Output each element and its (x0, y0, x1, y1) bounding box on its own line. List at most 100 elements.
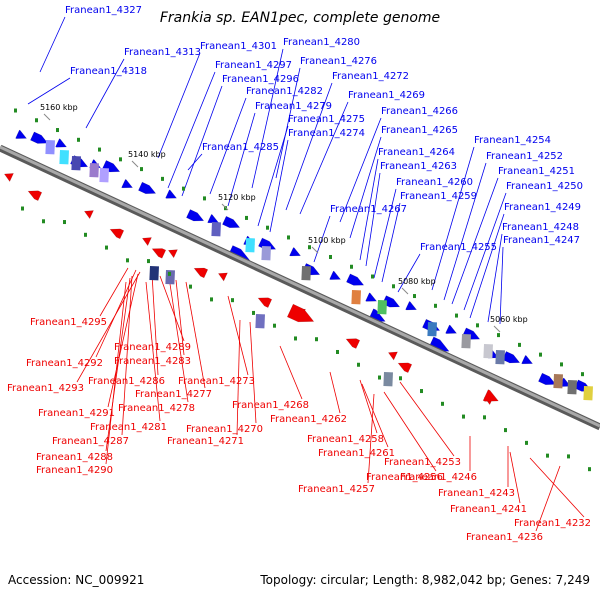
reverse-gene (167, 249, 178, 259)
marker-tick (378, 375, 381, 380)
forward-gene-label: Franean1_4276 (300, 56, 377, 67)
forward-leader-line (39, 16, 66, 73)
marker-tick (266, 225, 269, 230)
accession-text: Accession: NC_009921 (8, 573, 145, 587)
expression-block (483, 344, 493, 359)
marker-tick (441, 401, 444, 406)
forward-gene-label: Franean1_4272 (332, 71, 409, 82)
forward-gene (222, 215, 241, 229)
marker-tick (231, 298, 234, 303)
forward-leader-line (381, 202, 401, 283)
reverse-leader-line (99, 267, 129, 317)
forward-leader-line (469, 213, 505, 319)
reverse-gene-label: Franean1_4253 (384, 457, 461, 468)
marker-tick (567, 454, 570, 459)
reverse-gene-label: Franean1_4271 (167, 436, 244, 447)
marker-tick (434, 303, 437, 308)
marker-tick (42, 219, 45, 224)
expression-block (461, 334, 471, 349)
reverse-gene-label: Franean1_4257 (298, 484, 375, 495)
forward-gene (365, 292, 378, 302)
forward-leader-line (313, 215, 331, 263)
scale-tick (493, 325, 501, 333)
forward-gene-label: Franean1_4260 (396, 177, 473, 188)
forward-gene (445, 324, 458, 334)
marker-tick (294, 336, 297, 341)
marker-tick (77, 137, 80, 142)
reverse-leader-line (399, 381, 455, 457)
marker-tick (371, 274, 374, 279)
reverse-gene (193, 267, 209, 279)
forward-leader-line (397, 253, 421, 293)
forward-gene (538, 372, 557, 385)
marker-tick (252, 310, 255, 315)
reverse-gene-label: Franean1_4256 (366, 472, 443, 483)
marker-tick (350, 264, 353, 269)
reverse-leader-line (159, 275, 185, 342)
forward-gene-label: Franean1_4269 (348, 90, 425, 101)
reverse-leader-line (185, 281, 206, 389)
reverse-gene-label: Franean1_4246 (400, 472, 477, 483)
forward-gene (15, 129, 28, 139)
reverse-leader-line (535, 465, 561, 532)
forward-gene-label: Franean1_4301 (200, 41, 277, 52)
reverse-leader-line (169, 283, 189, 403)
reverse-gene (397, 362, 413, 374)
reverse-gene-label: Franean1_4287 (52, 436, 129, 447)
expression-block (383, 372, 393, 387)
marker-tick (588, 467, 591, 472)
forward-gene-label: Franean1_4274 (288, 128, 365, 139)
scale-ticks (43, 113, 501, 333)
reverse-leader-line (121, 275, 133, 436)
marker-tick (126, 258, 129, 263)
forward-gene (405, 301, 418, 311)
forward-gene-label: Franean1_4285 (202, 142, 279, 153)
expression-block (301, 266, 311, 281)
marker-tick (84, 232, 87, 237)
marker-tick (581, 372, 584, 377)
forward-gene-label: Franean1_4265 (381, 125, 458, 136)
reverse-gene-label: Franean1_4283 (114, 356, 191, 367)
marker-tick (203, 196, 206, 201)
marker-tick (98, 147, 101, 152)
reverse-leader-line (175, 279, 185, 356)
reverse-gene-label: Franean1_4241 (450, 504, 527, 515)
reverse-gene (387, 351, 398, 361)
forward-gene (346, 273, 365, 286)
scale-tick (131, 160, 139, 168)
forward-gene-label: Franean1_4280 (283, 37, 360, 48)
forward-leader-line (209, 97, 247, 195)
forward-gene-label: Franean1_4259 (400, 191, 477, 202)
expression-block (377, 299, 387, 315)
marker-tick (308, 245, 311, 250)
marker-tick (189, 284, 192, 289)
marker-tick (273, 323, 276, 328)
reverse-leader-line (509, 451, 521, 504)
scale-labels: 5160 kbp 5140 kbp 5120 kbp 5100 kbp 5080 kbp… (40, 103, 528, 324)
reverse-gene-label: Franean1_4262 (270, 414, 347, 425)
reverse-gene (257, 297, 273, 308)
forward-leader-line (431, 146, 475, 291)
forward-gene-label: Franean1_4318 (70, 66, 147, 77)
forward-gene-label: Franean1_4263 (380, 161, 457, 172)
forward-leader-line (85, 58, 125, 129)
scale-label: 5100 kbp (308, 236, 346, 245)
forward-gene-label: Franean1_4251 (498, 166, 575, 177)
expression-block (261, 246, 271, 261)
marker-tick (539, 352, 542, 357)
expression-block (99, 168, 109, 183)
forward-gene (502, 351, 521, 364)
forward-gene (121, 178, 134, 189)
reverse-gene-label: Franean1_4268 (232, 400, 309, 411)
reverse-leader-line (383, 391, 437, 472)
forward-leader-line (269, 139, 289, 233)
reverse-leader-line (359, 379, 378, 434)
forward-leader-line (257, 125, 289, 227)
expression-block (427, 322, 437, 337)
reverse-gene-label: Franean1_4290 (36, 465, 113, 476)
forward-gene-label: Franean1_4327 (65, 5, 142, 16)
reverse-gene-label: Franean1_4288 (36, 452, 113, 463)
reverse-gene (217, 272, 228, 282)
marker-tick (147, 259, 150, 264)
